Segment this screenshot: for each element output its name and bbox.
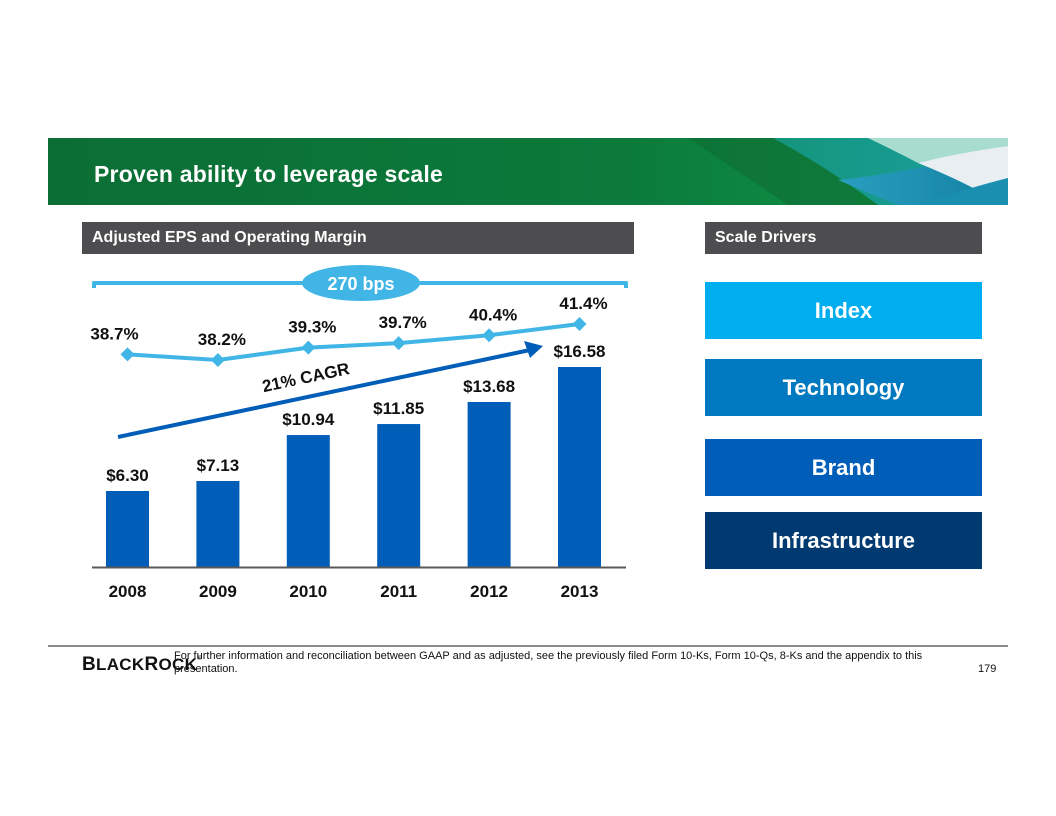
x-tick-label-2009: 2009 (199, 582, 237, 601)
footnote: For further information and reconciliati… (174, 650, 923, 675)
margin-label-2011: 39.7% (379, 313, 427, 332)
chart-section-header: Adjusted EPS and Operating Margin (82, 222, 634, 254)
eps-label-2011: $11.85 (373, 399, 424, 418)
eps-label-2013: $16.58 (554, 342, 606, 361)
eps-label-2010: $10.94 (282, 410, 335, 429)
driver-label: Brand (811, 454, 876, 480)
margin-marker-2008 (120, 347, 135, 362)
drivers-section-header: Scale Drivers (705, 222, 982, 254)
footer-divider (48, 645, 1008, 647)
slide-title: Proven ability to leverage scale (94, 161, 444, 187)
driver-box-technology: Technology (705, 359, 982, 416)
eps-label-2009: $7.13 (197, 456, 240, 475)
margin-label-2008: 38.7% (90, 324, 138, 343)
eps-bar-2010 (286, 435, 330, 567)
driver-label: Technology (782, 374, 905, 400)
eps-bar-2013 (558, 367, 601, 567)
margin-marker-2010 (301, 340, 316, 355)
margin-label-2010: 39.3% (288, 318, 336, 337)
x-tick-label-2008: 2008 (109, 582, 147, 601)
bps-label: 270 bps (327, 274, 394, 294)
margin-marker-2009 (210, 353, 225, 367)
blackrock-logo: BLACKROCK® (82, 654, 202, 675)
eps-bar-2011 (377, 424, 421, 567)
driver-box-index: Index (705, 282, 982, 339)
margin-label-2013: 41.4% (559, 294, 607, 313)
margin-marker-2012 (482, 328, 497, 343)
eps-label-2012: $13.68 (463, 377, 515, 396)
driver-label: Index (814, 297, 873, 323)
driver-box-brand: Brand (705, 439, 982, 496)
page-number: 179 (978, 663, 997, 675)
banner-swoosh-graphic (48, 138, 1008, 205)
eps-label-2008: $6.30 (106, 466, 149, 485)
cagr-arrow-line (117, 348, 531, 439)
x-tick-label-2012: 2012 (470, 582, 508, 601)
margin-label-2012: 40.4% (469, 305, 517, 324)
driver-box-infrastructure: Infrastructure (705, 512, 982, 569)
margin-marker-2013 (572, 317, 587, 331)
margin-line (127, 322, 580, 363)
x-tick-label-2013: 2013 (561, 582, 599, 601)
bps-ellipse (302, 265, 420, 301)
eps-bar-2012 (467, 401, 511, 567)
margin-label-2009: 38.2% (198, 330, 246, 349)
eps-bar-2008 (106, 491, 149, 567)
cagr-arrow-head (524, 341, 543, 358)
margin-bracket: 270 bps (92, 265, 628, 301)
x-tick-label-2011: 2011 (380, 582, 417, 601)
margin-marker-2011 (391, 336, 406, 351)
driver-label: Infrastructure (771, 527, 916, 553)
eps-bar-2009 (196, 480, 240, 567)
x-tick-label-2010: 2010 (289, 582, 327, 601)
title-banner: Proven ability to leverage scale (48, 138, 1008, 205)
